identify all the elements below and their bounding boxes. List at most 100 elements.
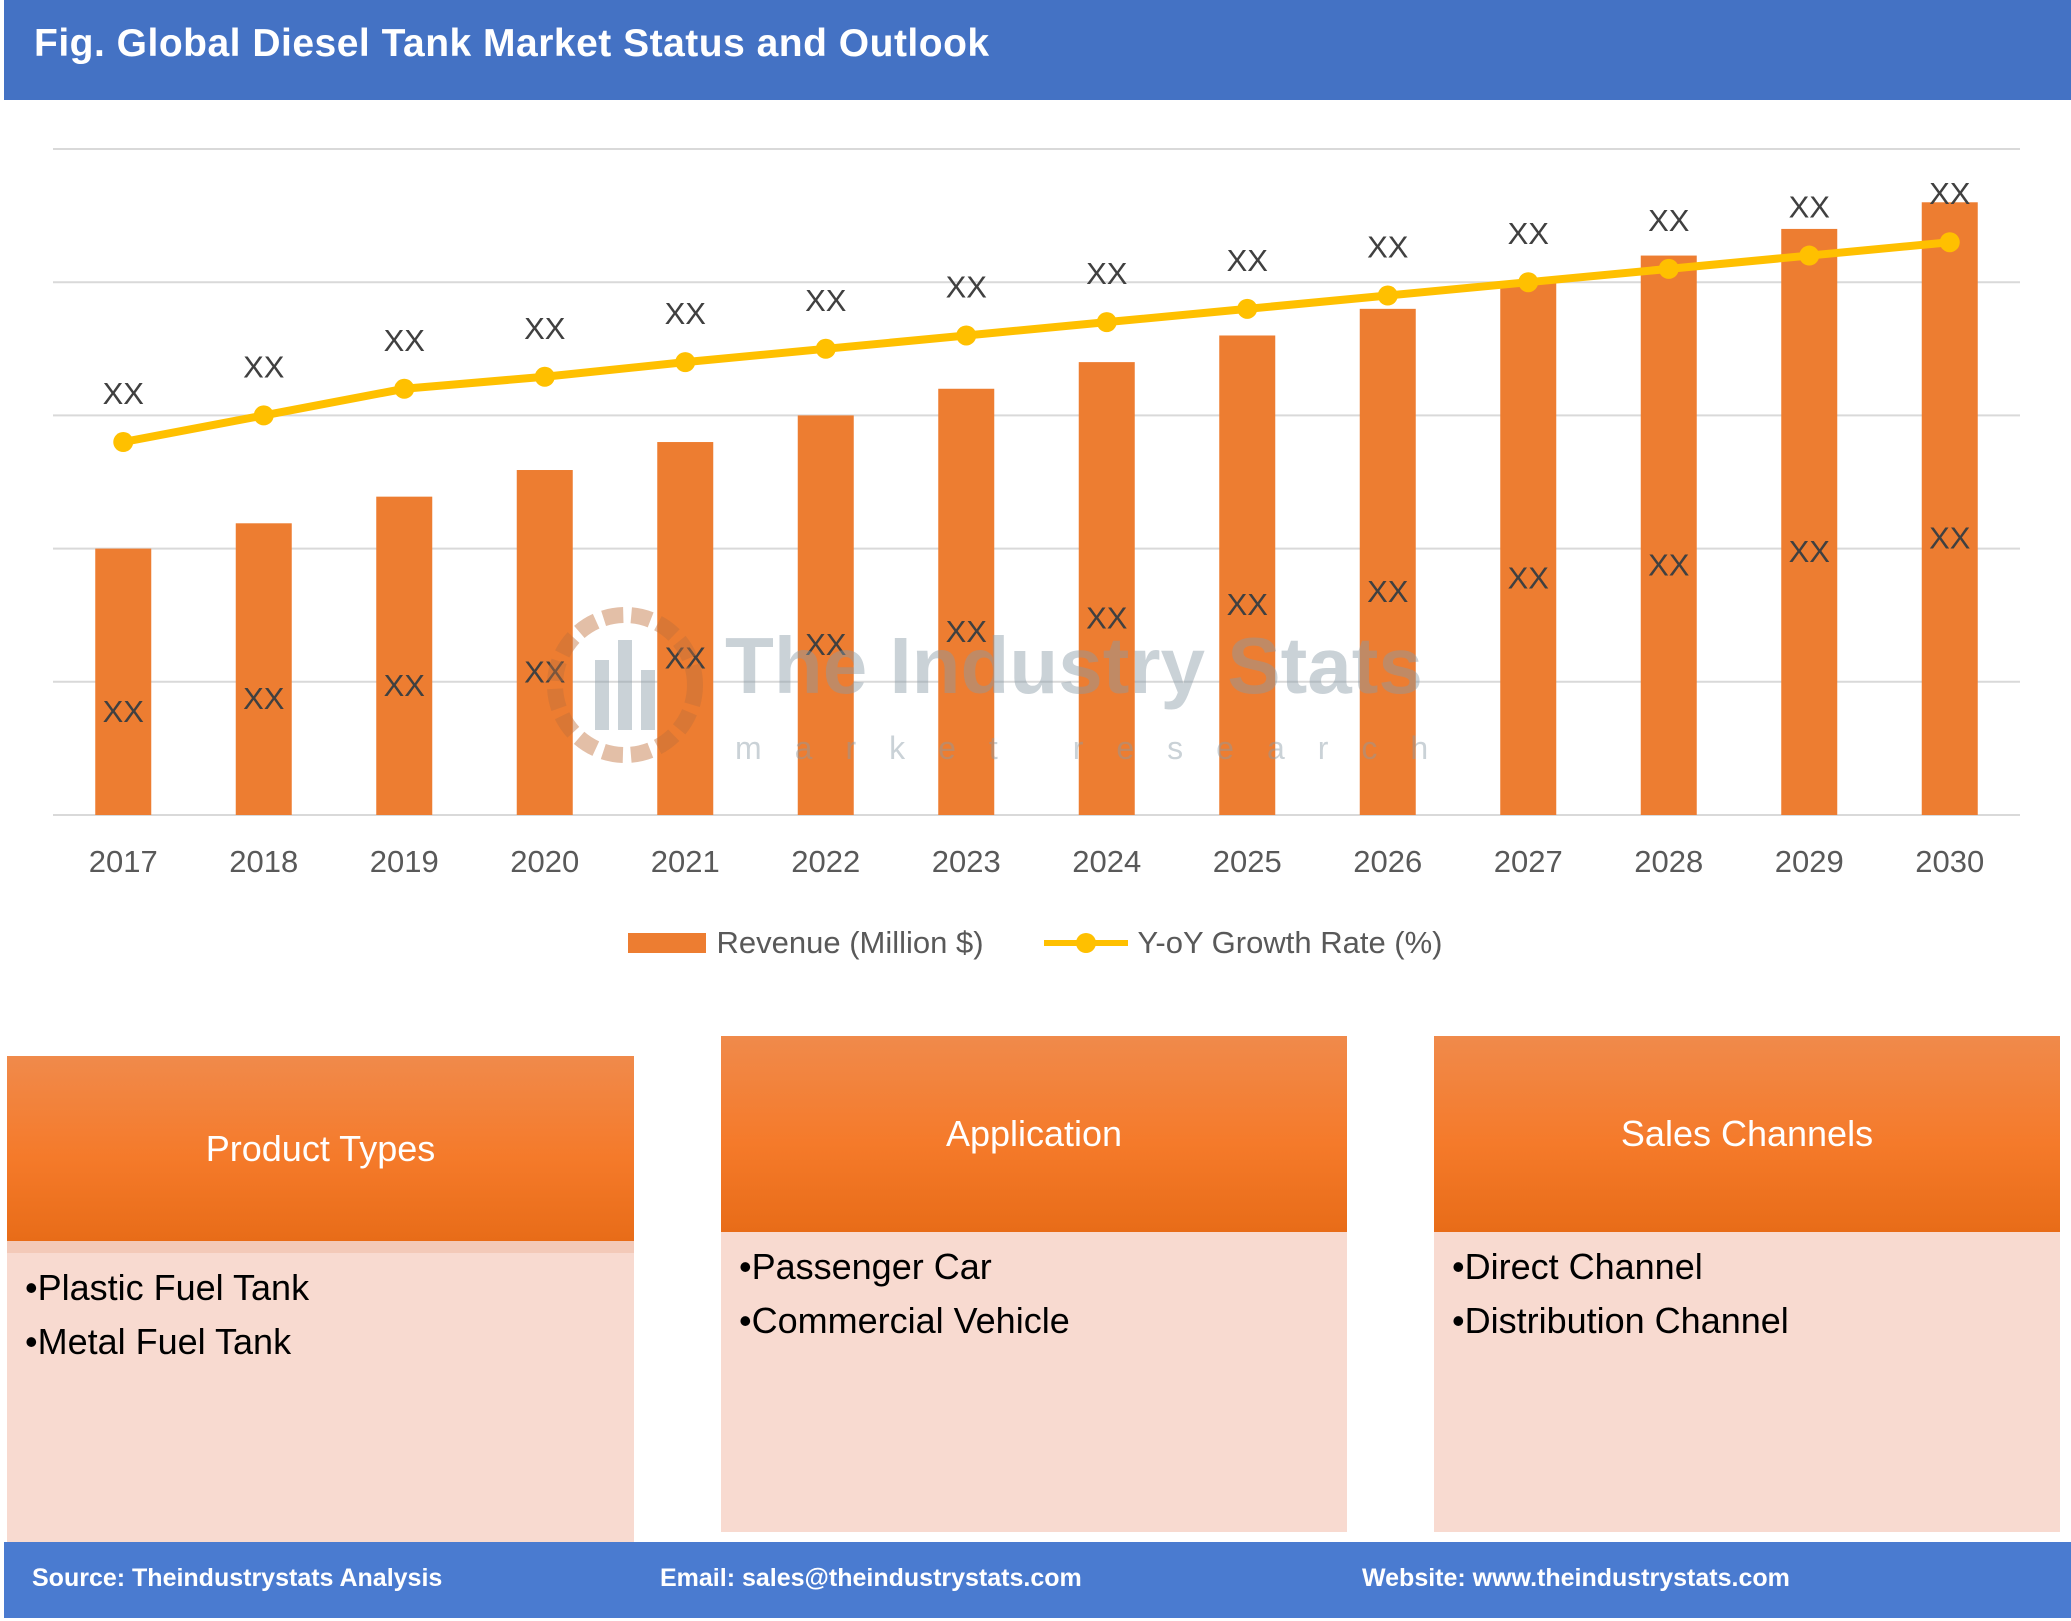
x-tick-label: 2025	[1213, 844, 1282, 879]
growth-point	[1658, 258, 1679, 279]
revenue-bar	[1781, 228, 1838, 816]
x-tick-label: 2026	[1353, 844, 1422, 879]
line-data-label: XX	[1789, 190, 1831, 225]
application-box: Application •Passenger Car •Commercial V…	[721, 1036, 1347, 1532]
revenue-bar	[1359, 308, 1416, 815]
list-item: •Direct Channel	[1452, 1246, 1703, 1287]
bar-data-label: XX	[1508, 561, 1550, 596]
line-data-label: XX	[665, 296, 707, 331]
line-data-label: XX	[1648, 203, 1690, 238]
product-types-box: Product Types •Plastic Fuel Tank •Metal …	[7, 1056, 634, 1544]
growth-point	[1096, 312, 1117, 333]
legend: Revenue (Million $) Y-oY Growth Rate (%)	[0, 925, 2071, 961]
legend-label: Y-oY Growth Rate (%)	[1137, 925, 1443, 960]
x-tick-label: 2023	[932, 844, 1001, 879]
line-data-label: XX	[1929, 176, 1971, 211]
bar-data-label: XX	[524, 655, 566, 690]
bar-data-label: XX	[1648, 547, 1690, 582]
bar-data-label: XX	[1367, 574, 1409, 609]
footer: Source: Theindustrystats Analysis Email:…	[4, 1542, 2071, 1618]
bar-data-label: XX	[243, 681, 285, 716]
bar-data-label: XX	[946, 614, 988, 649]
growth-point	[1799, 245, 1820, 266]
title-bar: Fig. Global Diesel Tank Market Status an…	[4, 0, 2071, 100]
bar-data-label: XX	[805, 627, 847, 662]
growth-point	[815, 338, 836, 359]
growth-point	[675, 352, 696, 373]
growth-point	[534, 366, 555, 387]
bar-data-label: XX	[1789, 534, 1831, 569]
line-data-label: XX	[384, 323, 426, 358]
box-body: •Passenger Car •Commercial Vehicle	[721, 1232, 1347, 1532]
list-item: •Distribution Channel	[1452, 1300, 1789, 1341]
line-swatch	[1043, 928, 1128, 958]
box-body: •Direct Channel •Distribution Channel	[1434, 1232, 2060, 1532]
growth-line	[122, 238, 1951, 446]
source-text: Source: Theindustrystats Analysis	[32, 1564, 443, 1592]
chart: XX XX XX XX XX XX XX XX XX XX XX XX XX XX XX XX XX XX XX XX…	[53, 148, 2020, 879]
box-title: Product Types	[7, 1056, 634, 1241]
line-data-label: XX	[103, 376, 145, 411]
revenue-bar	[1078, 362, 1135, 815]
x-tick-label: 2027	[1494, 844, 1563, 879]
website-link[interactable]: Website: www.theindustrystats.com	[1362, 1564, 1790, 1592]
x-tick-label: 2017	[89, 844, 158, 879]
bar-data-label: XX	[103, 694, 145, 729]
revenue-bar	[376, 496, 433, 815]
sales-channels-box: Sales Channels •Direct Channel •Distribu…	[1434, 1036, 2060, 1532]
revenue-bar	[235, 523, 292, 815]
growth-point	[1939, 232, 1960, 253]
growth-point	[956, 325, 977, 346]
legend-label: Revenue (Million $)	[716, 925, 984, 960]
revenue-bar	[797, 415, 854, 815]
x-tick-label: 2030	[1915, 844, 1984, 879]
page-title: Fig. Global Diesel Tank Market Status an…	[34, 22, 990, 65]
growth-point	[1377, 285, 1398, 306]
revenue-bar	[1921, 202, 1978, 815]
bar-data-label: XX	[1227, 587, 1269, 622]
x-tick-label: 2018	[229, 844, 298, 879]
growth-point	[113, 432, 134, 453]
growth-point	[1518, 272, 1539, 293]
line-data-label: XX	[1086, 256, 1128, 291]
x-tick-label: 2021	[651, 844, 720, 879]
revenue-bar	[1640, 255, 1697, 815]
revenue-bar	[1500, 282, 1557, 815]
revenue-bar	[657, 442, 714, 815]
box-title: Application	[721, 1036, 1347, 1232]
revenue-bar	[516, 470, 573, 815]
line-data-label: XX	[524, 311, 566, 346]
legend-item-revenue[interactable]: Revenue (Million $)	[628, 925, 984, 961]
list-item: •Metal Fuel Tank	[25, 1321, 292, 1362]
growth-point	[394, 378, 415, 399]
x-tick-label: 2029	[1775, 844, 1844, 879]
x-tick-label: 2028	[1634, 844, 1703, 879]
bar-data-label: XX	[384, 668, 426, 703]
growth-point	[1237, 298, 1258, 319]
bar-data-label: XX	[1929, 521, 1971, 556]
bar-data-label: XX	[1086, 601, 1128, 636]
box-title: Sales Channels	[1434, 1036, 2060, 1232]
list-item: •Commercial Vehicle	[739, 1300, 1070, 1341]
revenue-bar	[1219, 335, 1276, 815]
x-tick-label: 2020	[510, 844, 579, 879]
list-item: •Passenger Car	[739, 1246, 992, 1287]
line-data-label: XX	[1367, 230, 1409, 265]
line-data-label: XX	[243, 349, 285, 384]
x-tick-label: 2019	[370, 844, 439, 879]
x-tick-label: 2022	[791, 844, 860, 879]
line-data-label: XX	[946, 269, 988, 304]
email-link[interactable]: Email: sales@theindustrystats.com	[660, 1564, 1082, 1592]
bar-data-label: XX	[665, 641, 707, 676]
list-item: •Plastic Fuel Tank	[25, 1267, 310, 1308]
revenue-bar	[938, 388, 995, 815]
revenue-bar	[95, 548, 152, 815]
growth-point	[253, 405, 274, 426]
box-body: •Plastic Fuel Tank •Metal Fuel Tank	[7, 1241, 634, 1544]
legend-item-growth[interactable]: Y-oY Growth Rate (%)	[1043, 925, 1443, 961]
x-tick-label: 2024	[1072, 844, 1141, 879]
line-data-label: XX	[1227, 243, 1269, 278]
bar-swatch	[628, 933, 707, 953]
line-data-label: XX	[805, 283, 847, 318]
line-data-label: XX	[1508, 216, 1550, 251]
